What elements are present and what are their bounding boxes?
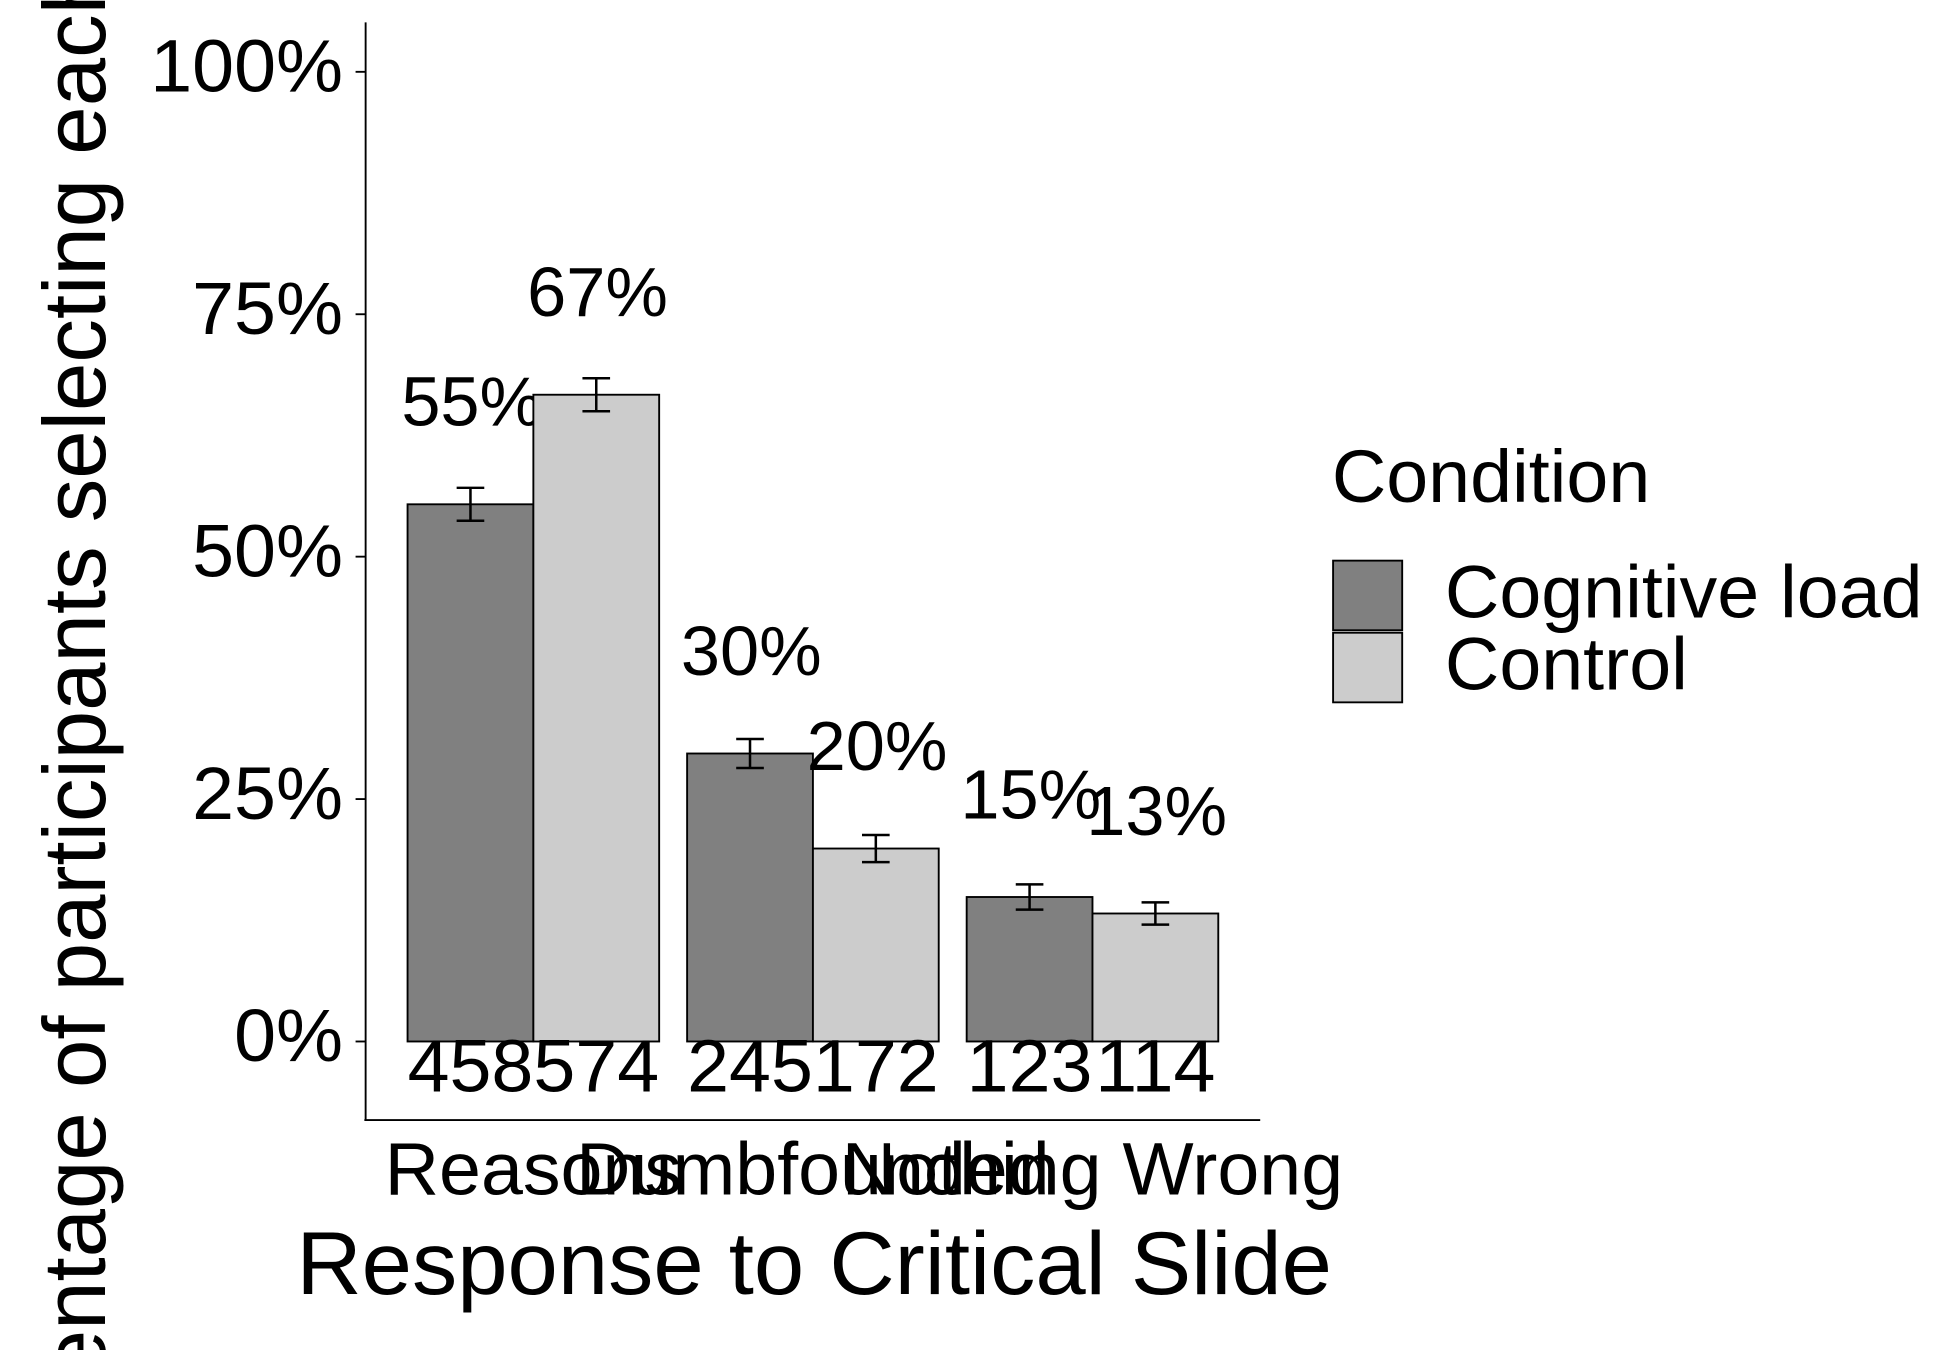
value-label: 15%: [960, 756, 1101, 834]
count-label: 574: [533, 1024, 659, 1108]
count-label: 114: [1095, 1024, 1215, 1108]
bar: [532, 393, 661, 1043]
count-label: 458: [408, 1024, 534, 1108]
value-label: 30%: [681, 612, 822, 690]
error-bar: [1141, 901, 1170, 926]
bar: [406, 503, 535, 1043]
count-label: 172: [813, 1024, 939, 1108]
count-label: 123: [967, 1024, 1093, 1108]
legend-key: [1332, 559, 1404, 632]
y-tick-label: 100%: [150, 24, 343, 108]
bar: [965, 896, 1094, 1043]
y-tick-label: 25%: [192, 751, 343, 835]
count-label: 245: [687, 1024, 813, 1108]
value-label: 20%: [807, 707, 948, 785]
legend-label: Cognitive load: [1445, 550, 1923, 634]
bar: [1091, 912, 1220, 1043]
legend-key: [1332, 631, 1404, 704]
error-bar: [861, 833, 890, 864]
x-axis-title: Response to Critical Slide: [296, 1215, 1332, 1314]
y-tick-label: 0%: [234, 994, 343, 1078]
y-tick-label: 75%: [192, 266, 343, 350]
x-tick-label: Reasons: [385, 1127, 682, 1211]
value-label: 67%: [527, 253, 668, 331]
error-bar: [736, 737, 764, 770]
x-tick-label: Nothing Wrong: [842, 1127, 1343, 1211]
error-bar: [1015, 883, 1044, 911]
bar: [686, 752, 814, 1043]
legend-label: Control: [1445, 622, 1688, 706]
x-tick-label: Dumbfounded: [576, 1127, 1049, 1211]
y-tick-label: 50%: [192, 509, 343, 593]
y-axis-title: Percentage of participants selecting eac…: [25, 0, 124, 1350]
value-label: 55%: [401, 363, 542, 441]
value-label: 13%: [1086, 772, 1227, 850]
bar: [811, 847, 940, 1043]
error-bar: [582, 376, 611, 413]
legend-title: Condition: [1332, 434, 1650, 518]
error-bar: [456, 486, 485, 523]
